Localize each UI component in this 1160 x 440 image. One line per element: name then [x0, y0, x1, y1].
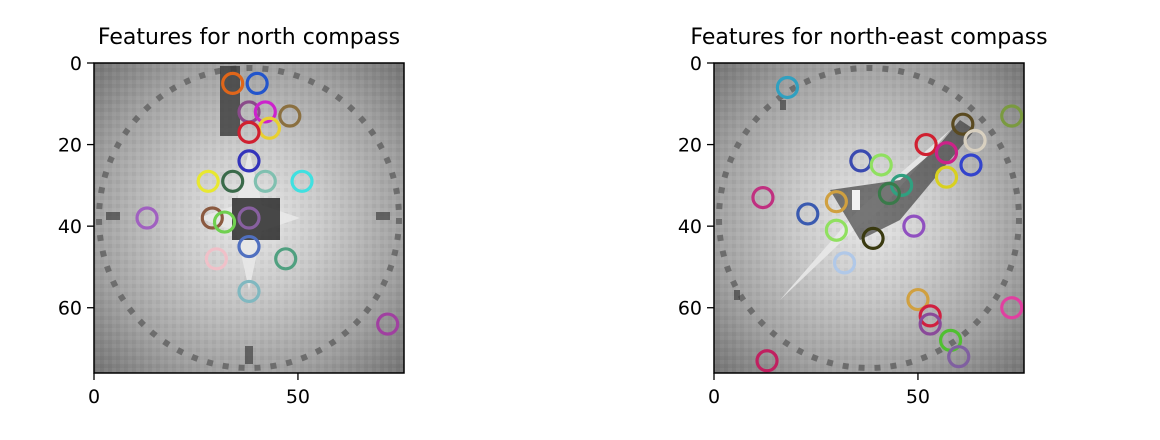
y-tick-label: 40	[678, 216, 702, 238]
feature-point	[245, 71, 269, 95]
feature-point	[918, 304, 942, 328]
y-axis: 0 20 40 60	[678, 53, 714, 320]
feature-point	[755, 349, 779, 373]
feature-points	[751, 75, 1024, 373]
north-east-compass-panel: Features for north-east compass 0 50 0 20 4…	[678, 25, 1048, 408]
feature-point	[290, 169, 314, 193]
feature-point	[1000, 104, 1024, 128]
feature-point	[212, 210, 237, 234]
compass-image	[94, 63, 404, 373]
feature-point	[832, 251, 857, 275]
feature-point	[237, 234, 261, 259]
y-tick-label: 60	[58, 298, 82, 320]
feature-point	[135, 206, 159, 230]
feature-point	[934, 165, 959, 189]
feature-point	[959, 153, 983, 177]
feature-point	[200, 206, 224, 230]
feature-point	[237, 149, 261, 173]
feature-point	[751, 186, 775, 210]
feature-point	[278, 104, 302, 128]
feature-point	[963, 128, 987, 153]
feature-point	[221, 169, 245, 193]
north-compass-panel: Features for north compass 0 50 0 20 40 60	[58, 25, 405, 408]
x-tick-label: 0	[708, 386, 720, 408]
feature-point	[196, 169, 220, 193]
feature-point	[237, 206, 261, 230]
feature-point	[237, 120, 261, 144]
compass-image	[714, 63, 1024, 373]
feature-point	[947, 345, 971, 369]
feature-point	[376, 312, 400, 336]
y-tick-label: 20	[678, 135, 702, 157]
feature-point	[1000, 296, 1024, 320]
chart-title: Features for north compass	[98, 25, 400, 50]
y-tick-label: 0	[690, 53, 702, 75]
y-tick-label: 40	[58, 216, 82, 238]
x-tick-label: 50	[286, 386, 310, 408]
y-tick-label: 60	[678, 298, 702, 320]
feature-point	[824, 218, 848, 242]
feature-point	[274, 247, 298, 271]
axes-frame	[93, 62, 405, 374]
feature-point	[221, 71, 245, 95]
feature-point	[906, 287, 930, 312]
feature-point	[824, 190, 848, 214]
feature-point	[775, 75, 800, 100]
y-axis: 0 20 40 60	[58, 53, 94, 320]
y-tick-label: 20	[58, 135, 82, 157]
x-axis: 0 50	[708, 373, 930, 408]
feature-point	[237, 279, 261, 304]
feature-point	[902, 214, 926, 238]
feature-point	[204, 247, 228, 271]
feature-point	[253, 100, 277, 124]
feature-point	[934, 141, 959, 165]
y-tick-label: 0	[70, 53, 82, 75]
feature-point	[796, 202, 820, 226]
x-axis: 0 50	[88, 373, 310, 408]
axes-frame	[713, 62, 1025, 374]
x-tick-label: 50	[906, 386, 930, 408]
feature-point	[869, 153, 893, 177]
feature-point	[877, 181, 901, 206]
feature-point	[951, 112, 975, 136]
x-tick-label: 0	[88, 386, 100, 408]
feature-points	[135, 71, 400, 336]
feature-point	[861, 226, 885, 250]
feature-point	[253, 169, 277, 193]
feature-point	[918, 312, 942, 336]
chart-title: Features for north-east compass	[690, 25, 1047, 50]
feature-point	[914, 132, 938, 157]
